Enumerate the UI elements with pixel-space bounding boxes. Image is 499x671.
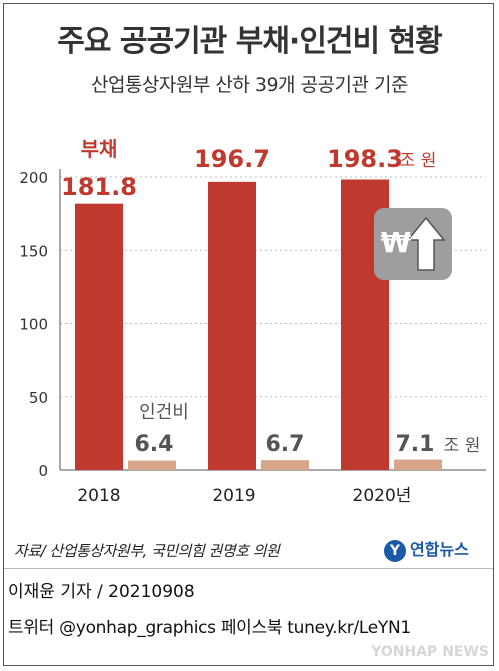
won-sign: ₩: [381, 226, 412, 259]
source-note: 자료/ 산업통상자원부, 국민의힘 권명호 의원: [14, 542, 280, 560]
reporter-credit: 이재윤 기자 / 20210908: [8, 582, 195, 602]
watermark: YONHAP NEWS: [371, 644, 489, 660]
x-tick-label: 2020년: [353, 486, 412, 506]
social-links: 트위터 @yonhap_graphics 페이스북 tuney.kr/LeYN1: [8, 618, 411, 638]
labor-value-label: 7.1: [396, 432, 435, 457]
labor-bar: [394, 459, 442, 470]
labor-value-label: 6.7: [266, 432, 305, 457]
footer: 이재윤 기자 / 20210908 트위터 @yonhap_graphics 페…: [4, 568, 493, 665]
labor-unit-label: 조 원: [444, 436, 481, 456]
labor-bar: [128, 460, 176, 470]
x-tick-label: 2019: [212, 486, 255, 506]
debt-value-label: 196.7: [194, 145, 270, 173]
graphic-frame: 주요 공공기관 부채·인건비 현황 산업통상자원부 산하 39개 공공기관 기준…: [3, 3, 494, 666]
labor-series-label: 인건비: [139, 402, 189, 423]
y-tick-label: 150: [19, 242, 48, 260]
labor-value-label: 6.4: [135, 432, 174, 457]
debt-series-label: 부채: [81, 137, 118, 161]
debt-unit-label: 조 원: [400, 151, 437, 171]
chart-subtitle: 산업통상자원부 산하 39개 공공기관 기준: [90, 74, 409, 96]
y-tick-label: 50: [29, 389, 48, 407]
debt-bar: [208, 181, 256, 470]
logo-text: 연합뉴스: [410, 540, 469, 559]
x-tick-label: 2018: [77, 486, 120, 506]
y-tick-label: 200: [19, 169, 48, 187]
yonhap-logo: Y 연합뉴스: [384, 536, 469, 562]
yonhap-logo-icon: Y: [384, 539, 406, 562]
y-tick-label: 0: [38, 462, 48, 480]
bar-chart: 0 50 100 150 200 2018 2019 2020년 181.8 196.7 198.3…: [19, 137, 486, 506]
up-arrow-shape: [406, 216, 446, 271]
labor-bar: [261, 460, 309, 470]
y-tick-label: 100: [19, 316, 48, 334]
debt-value-label: 198.3: [327, 145, 403, 173]
chart-title: 주요 공공기관 부채·인건비 현황: [57, 24, 443, 59]
debt-value-label: 181.8: [61, 173, 137, 201]
debt-bar: [75, 203, 123, 470]
